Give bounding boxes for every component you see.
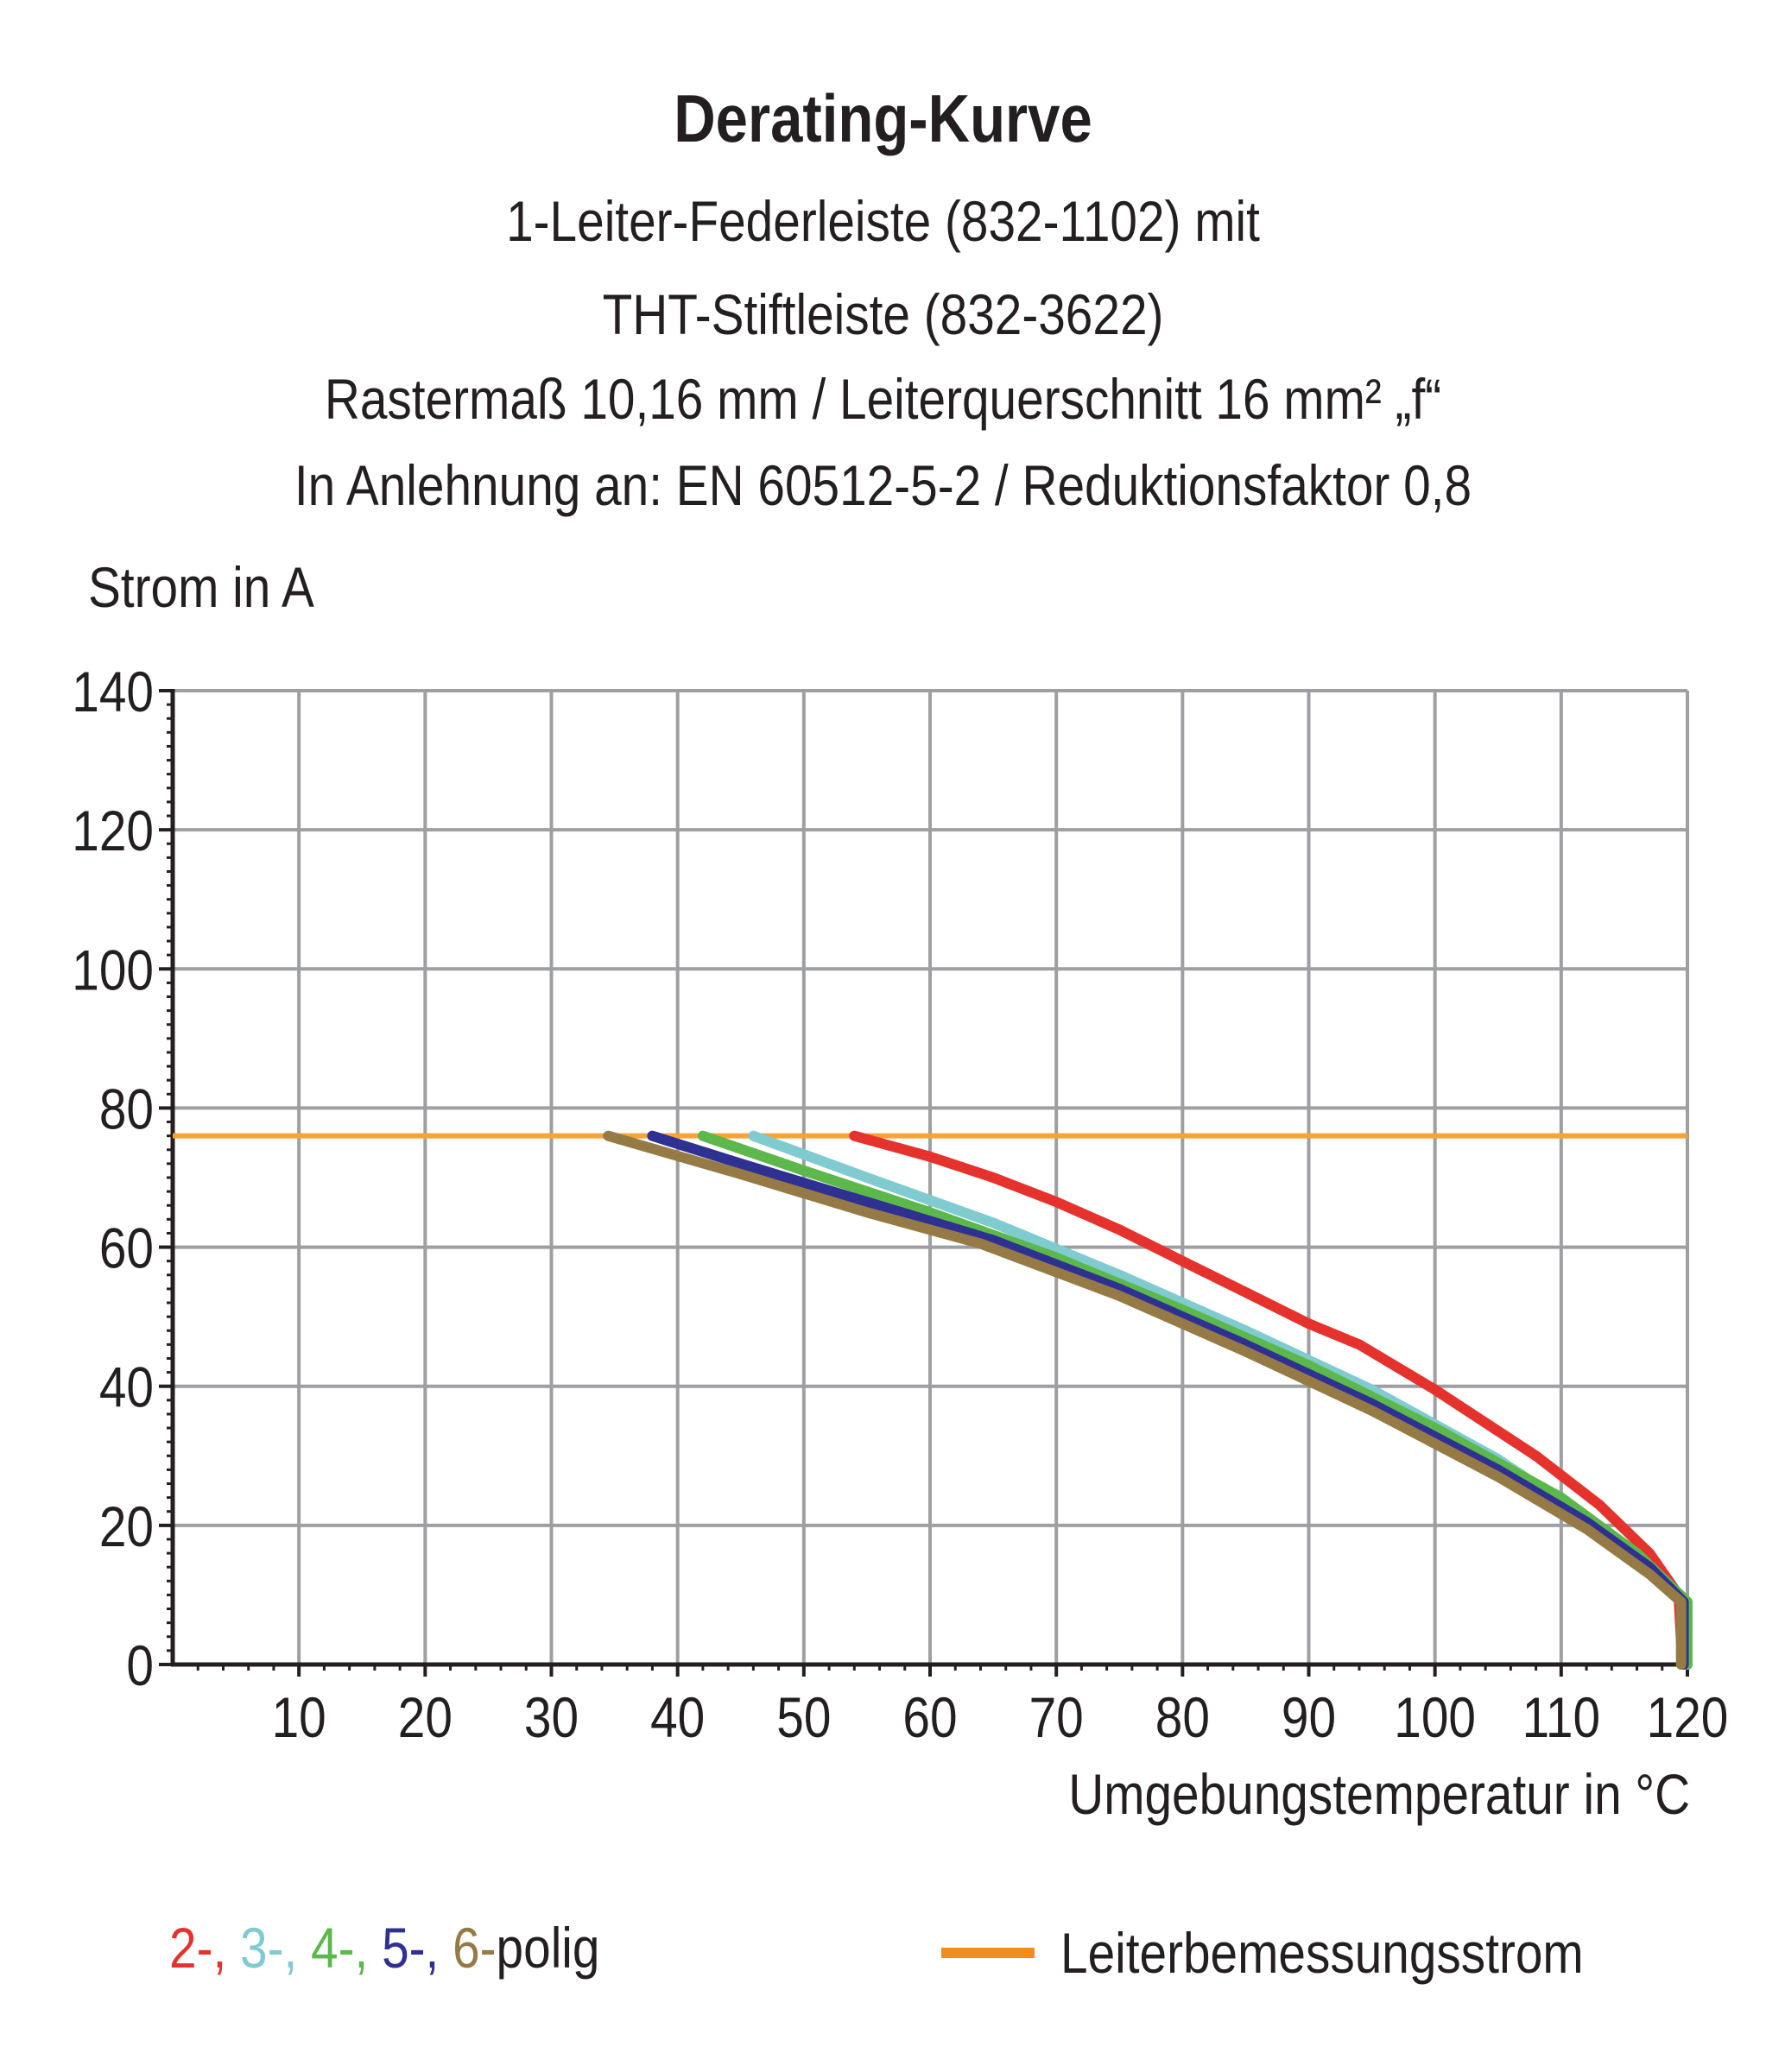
legend-label-5: 5- (382, 1916, 426, 1980)
x-tick-label: 40 (650, 1686, 705, 1750)
y-tick-label: 100 (72, 938, 154, 1002)
y-tick-label: 80 (99, 1077, 154, 1141)
chart-subtitle-line-2: THT-Stiftleiste (832-3622) (602, 282, 1164, 346)
legend-series: 2-, 3-, 4-, 5-, 6-polig (169, 1915, 599, 1980)
x-tick-label: 10 (272, 1686, 326, 1750)
legend-label-2: 2- (169, 1916, 213, 1980)
y-tick-label: 20 (99, 1495, 154, 1559)
y-axis-label: Strom in A (88, 555, 314, 619)
legend-sep-2: , (283, 1916, 312, 1980)
y-tick-label: 60 (99, 1217, 154, 1281)
chart-title: Derating-Kurve (674, 80, 1092, 156)
series-line-2-polig (849, 1130, 1688, 1670)
series-line-5-polig (647, 1130, 1689, 1670)
legend-suffix: polig (496, 1916, 600, 1980)
legend-sep-4: , (425, 1916, 453, 1980)
x-tick-label: 90 (1282, 1686, 1336, 1750)
chart-subtitle-line-1: 1-Leiter-Federleiste (832-1102) mit (506, 189, 1260, 253)
legend-label-6: 6- (453, 1916, 497, 1980)
x-tick-label: 70 (1029, 1686, 1084, 1750)
x-tick-label: 100 (1394, 1686, 1476, 1750)
y-tick-label: 120 (72, 799, 154, 863)
legend-sep-1: , (212, 1916, 241, 1980)
series-line-4-polig (697, 1130, 1693, 1670)
x-tick-label: 120 (1647, 1686, 1729, 1750)
legend-label-3: 3- (240, 1916, 284, 1980)
legend-reference-label: Leiterbemessungsstrom (1060, 1920, 1584, 1985)
series-line-6-polig (603, 1130, 1687, 1670)
x-tick-label: 30 (524, 1686, 579, 1750)
y-tick-label: 140 (72, 660, 154, 724)
legend-reference-swatch (941, 1947, 1035, 1958)
x-tick-label: 110 (1522, 1686, 1600, 1750)
x-axis-label: Umgebungstemperatur in °C (1068, 1762, 1690, 1826)
x-tick-label: 50 (776, 1686, 831, 1750)
x-tick-label: 20 (398, 1686, 453, 1750)
legend-sep-3: , (354, 1916, 383, 1980)
chart-subtitle-line-4: In Anlehnung an: EN 60512-5-2 / Reduktio… (294, 453, 1472, 517)
y-tick-label: 0 (126, 1634, 154, 1698)
y-tick-label: 40 (99, 1356, 154, 1420)
chart-subtitle-line-3: Rastermaß 10,16 mm / Leiterquerschnitt 1… (324, 367, 1442, 431)
x-tick-label: 80 (1155, 1686, 1210, 1750)
legend-reference: Leiterbemessungsstrom (941, 1915, 1668, 1986)
legend-label-4: 4- (311, 1916, 355, 1980)
x-tick-label: 60 (902, 1686, 957, 1750)
